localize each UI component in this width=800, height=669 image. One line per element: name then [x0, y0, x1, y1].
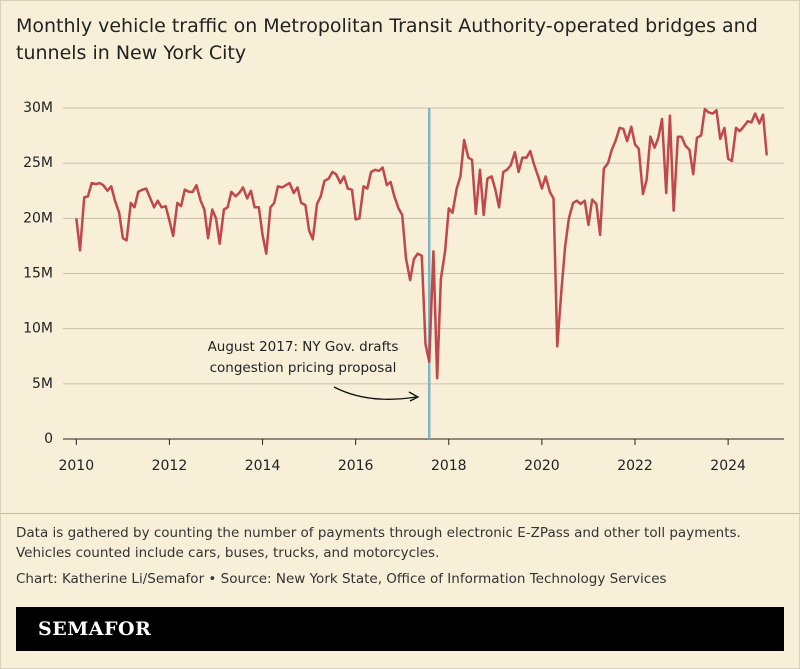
footnote: Data is gathered by counting the number …: [16, 525, 741, 561]
source: Chart: Katherine Li/Semafor • Source: Ne…: [16, 571, 667, 587]
y-tick-label: 25M: [23, 155, 53, 171]
y-tick-label: 20M: [23, 210, 53, 226]
y-tick-label: 10M: [23, 321, 53, 337]
y-tick-label: 30M: [23, 100, 53, 116]
y-tick-label: 15M: [23, 266, 53, 282]
x-tick-label: 2022: [617, 458, 653, 474]
x-tick-label: 2024: [710, 458, 746, 474]
separator: [1, 513, 799, 514]
brand: SEMAFOR: [38, 618, 152, 640]
annotation-text: congestion pricing proposal: [210, 360, 397, 376]
y-tick-label: 0: [44, 431, 53, 447]
data-line: [75, 107, 769, 380]
x-tick-label: 2010: [58, 458, 94, 474]
x-tick-label: 2020: [524, 458, 560, 474]
x-tick-label: 2016: [338, 458, 374, 474]
annotation-arrowhead: [408, 391, 420, 402]
x-tick-label: 2014: [245, 458, 281, 474]
y-tick-label: 5M: [32, 376, 53, 392]
annotation-arrow: [333, 386, 417, 400]
x-tick-label: 2012: [152, 458, 188, 474]
x-tick-label: 2018: [431, 458, 467, 474]
chart-title: Monthly vehicle traffic on Metropolitan …: [16, 15, 758, 64]
annotation-text: August 2017: NY Gov. drafts: [208, 339, 399, 355]
brand-bar: SEMAFOR: [16, 607, 784, 651]
